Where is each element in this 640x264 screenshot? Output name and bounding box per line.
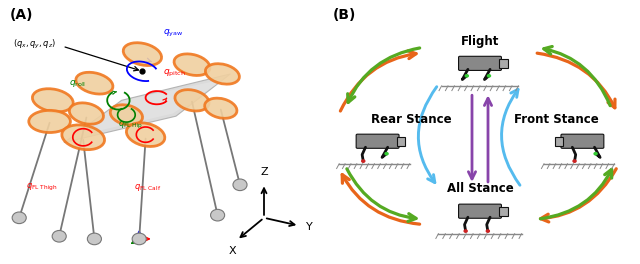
Circle shape <box>384 152 389 155</box>
Circle shape <box>52 230 67 242</box>
FancyBboxPatch shape <box>458 56 502 70</box>
Text: $q_{\mathregular{FL\ Hip}}$: $q_{\mathregular{FL\ Hip}}$ <box>118 120 143 131</box>
Text: $q_{\mathregular{FL\ Calf}}$: $q_{\mathregular{FL\ Calf}}$ <box>134 182 162 193</box>
FancyBboxPatch shape <box>356 134 399 148</box>
Text: $(q_x,q_y,q_z)$: $(q_x,q_y,q_z)$ <box>13 38 56 51</box>
Text: $q_{\mathregular{roll}}$: $q_{\mathregular{roll}}$ <box>69 78 86 89</box>
Circle shape <box>463 229 468 233</box>
Text: Front Stance: Front Stance <box>514 112 598 125</box>
Text: (B): (B) <box>333 8 356 22</box>
FancyBboxPatch shape <box>458 204 502 218</box>
Text: $q_{\mathregular{FL\ Thigh}}$: $q_{\mathregular{FL\ Thigh}}$ <box>26 182 58 193</box>
Text: (A): (A) <box>10 8 33 22</box>
Circle shape <box>465 74 469 78</box>
Bar <box>499 59 508 68</box>
Ellipse shape <box>29 110 70 133</box>
Polygon shape <box>70 79 224 137</box>
Ellipse shape <box>69 103 104 124</box>
Text: All Stance: All Stance <box>447 182 513 195</box>
Circle shape <box>132 233 146 245</box>
Ellipse shape <box>62 125 104 150</box>
Circle shape <box>87 233 101 245</box>
Bar <box>397 137 405 145</box>
Polygon shape <box>64 74 230 143</box>
Circle shape <box>211 209 225 221</box>
Text: $q_{\mathregular{yaw}}$: $q_{\mathregular{yaw}}$ <box>163 27 184 39</box>
Text: Rear Stance: Rear Stance <box>371 112 452 125</box>
Ellipse shape <box>174 54 210 76</box>
Ellipse shape <box>126 123 165 147</box>
Ellipse shape <box>205 98 237 118</box>
Text: Y: Y <box>306 222 312 232</box>
FancyBboxPatch shape <box>561 134 604 148</box>
Bar <box>499 207 508 215</box>
Text: $q_{\mathregular{pitch}}$: $q_{\mathregular{pitch}}$ <box>163 68 186 79</box>
Ellipse shape <box>205 64 239 84</box>
Circle shape <box>593 152 598 155</box>
Text: Flight: Flight <box>461 35 499 48</box>
Ellipse shape <box>76 72 113 94</box>
Text: X: X <box>228 246 236 256</box>
Circle shape <box>361 159 365 163</box>
Circle shape <box>486 229 490 233</box>
Circle shape <box>12 212 26 224</box>
Ellipse shape <box>124 43 161 65</box>
Text: Z: Z <box>260 167 268 177</box>
Circle shape <box>572 159 577 163</box>
Ellipse shape <box>33 89 73 112</box>
Circle shape <box>487 74 492 78</box>
Ellipse shape <box>175 90 209 111</box>
Circle shape <box>233 179 247 191</box>
Bar <box>555 137 563 145</box>
Ellipse shape <box>110 105 143 125</box>
